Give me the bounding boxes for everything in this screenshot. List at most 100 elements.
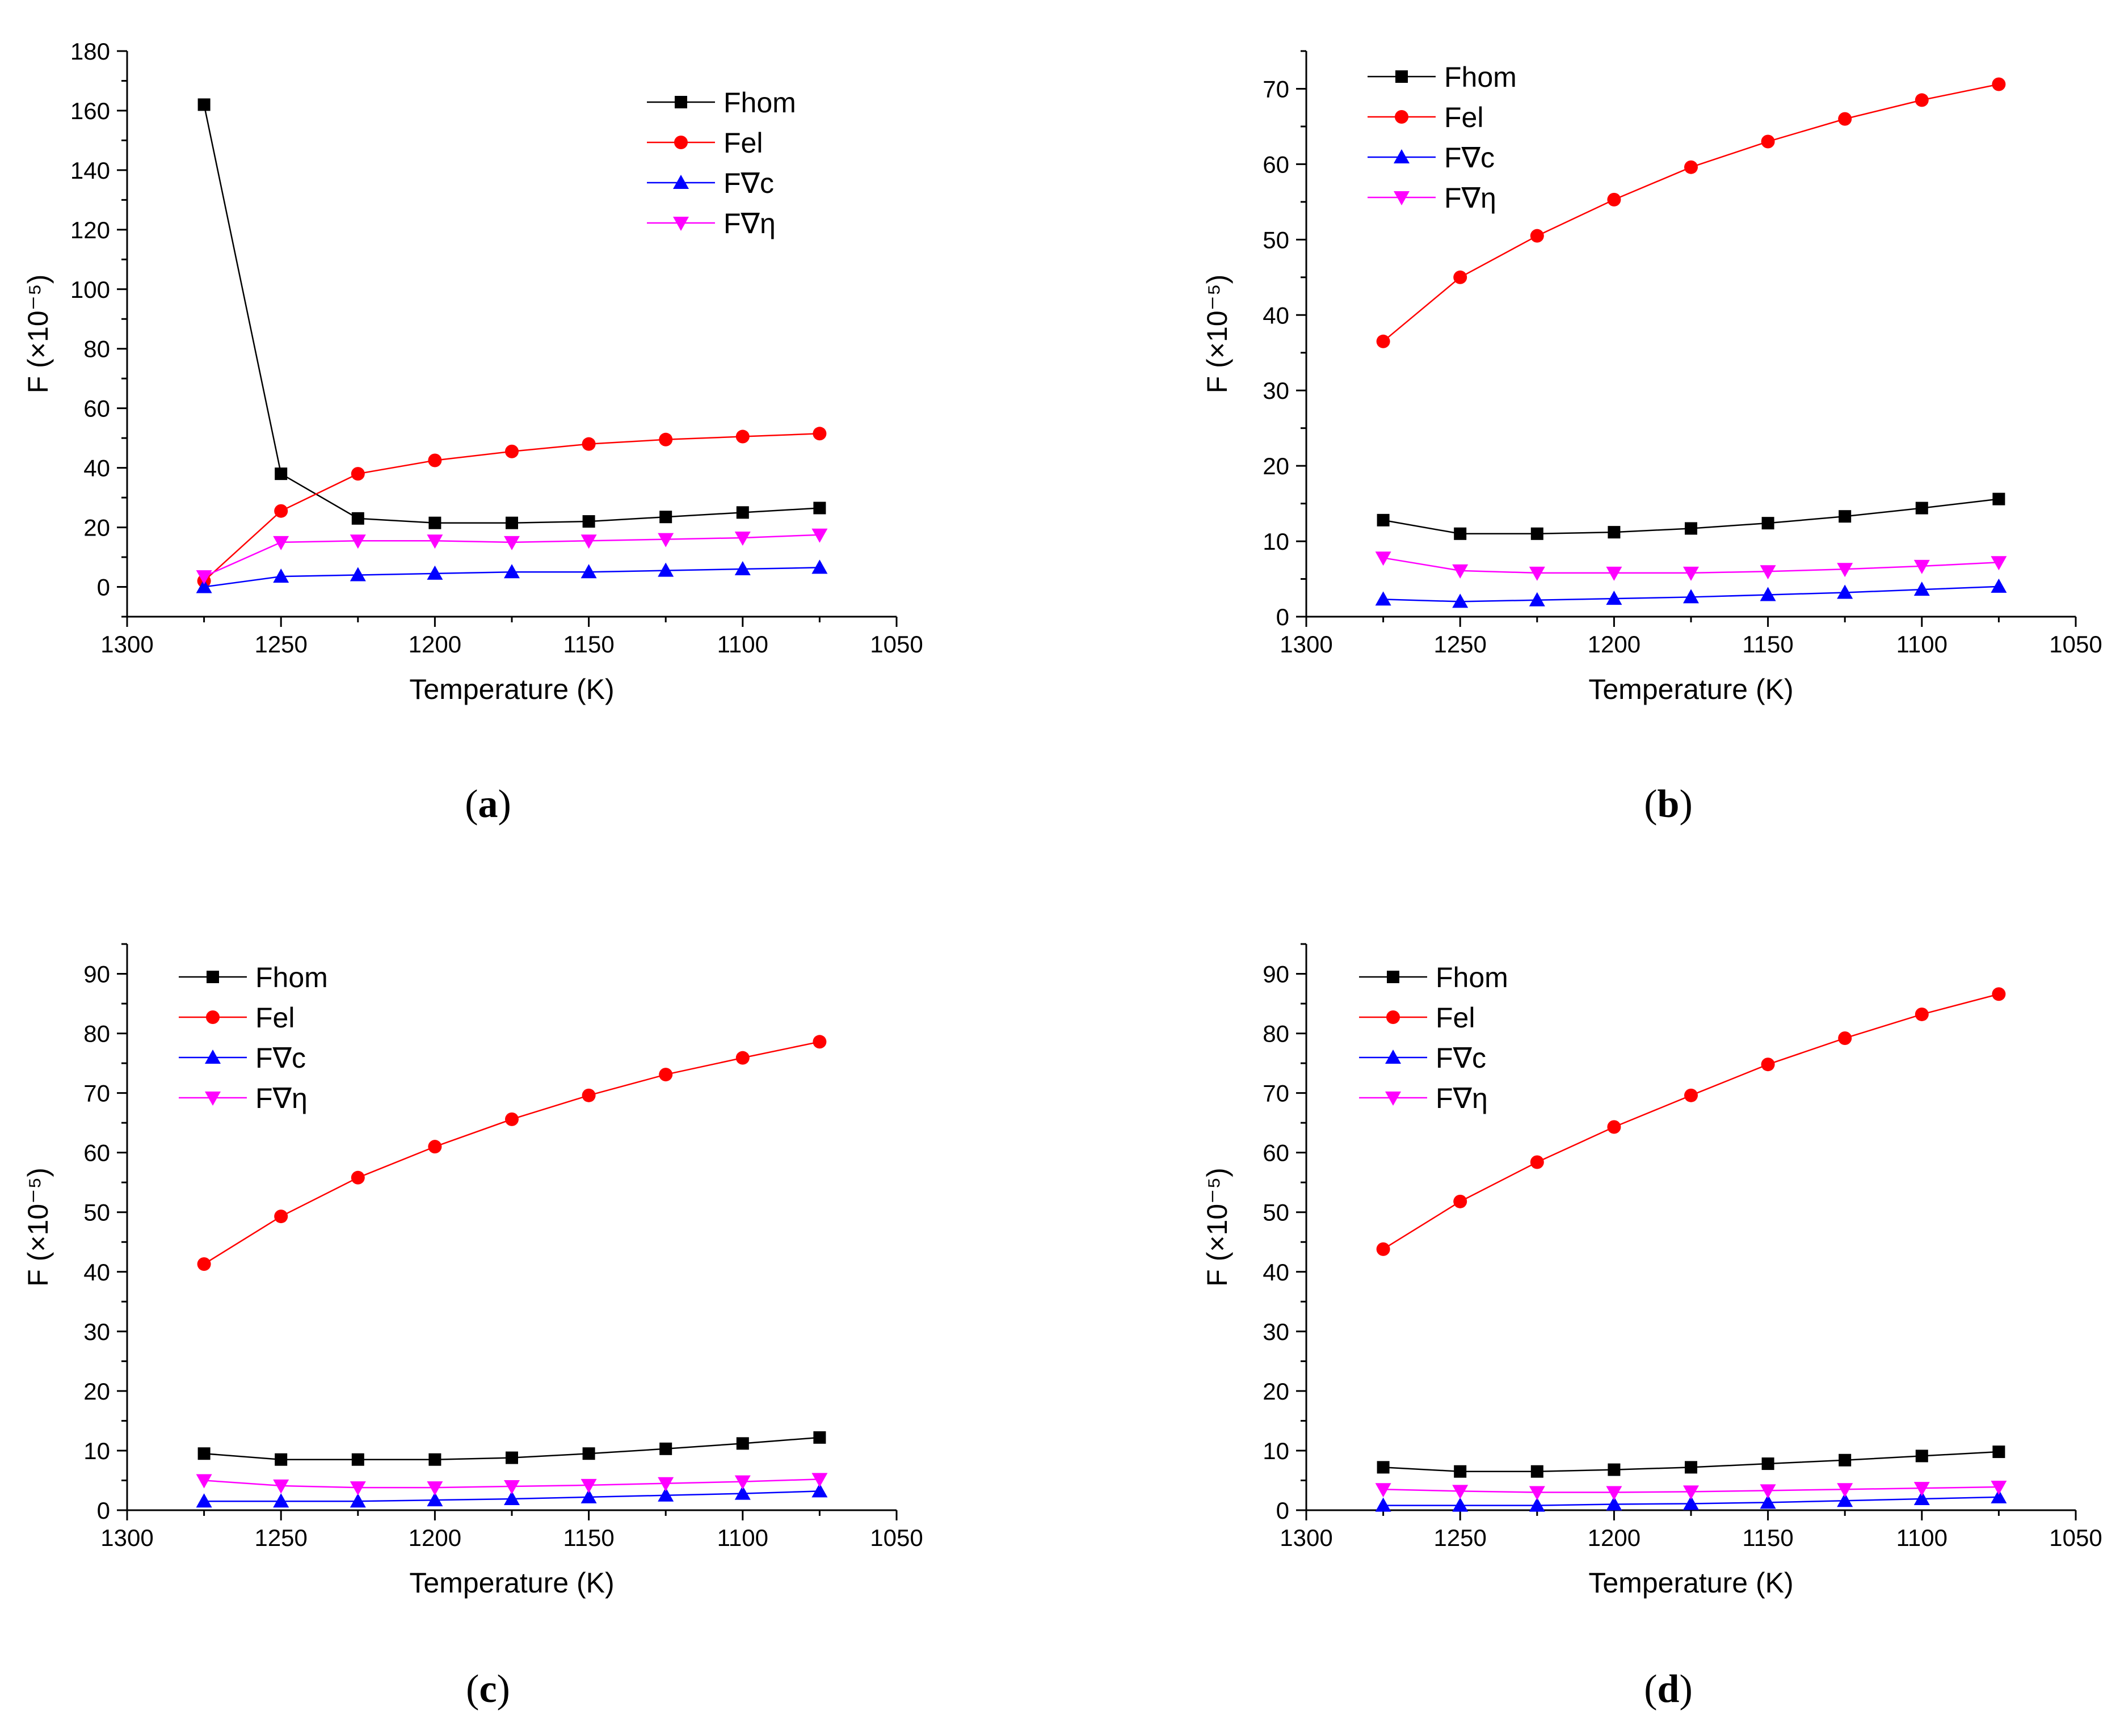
data-point [1530,527,1543,540]
data-point [1452,1497,1469,1512]
data-point [1684,1088,1698,1102]
data-point [1375,1483,1391,1498]
x-tick-label: 1250 [1433,631,1486,658]
legend-marker [1386,1010,1400,1024]
legend-marker [1385,1050,1401,1064]
data-point [1992,492,2005,505]
data-point [659,1442,672,1455]
legend-label: F∇c [724,167,774,199]
data-point [427,565,443,580]
data-point [505,444,519,458]
series-Fel [1376,987,2006,1256]
data-point [1453,1194,1467,1208]
series-F∇c [196,1483,828,1508]
data-point [1375,551,1391,566]
x-tick-label: 1050 [870,1524,923,1551]
x-tick-label: 1050 [2049,1524,2102,1551]
x-axis-title: Temperature (K) [1588,673,1793,705]
data-point [813,1431,826,1444]
legend-marker [205,1092,221,1106]
data-point [505,1112,519,1126]
y-tick-label: 20 [83,515,110,541]
legend-marker [674,136,688,149]
y-tick-label: 60 [1263,1140,1289,1166]
y-axis-title: F (×10⁻⁵) [22,275,54,394]
data-point [658,533,674,547]
data-point [1915,1007,1929,1021]
data-point [1454,1465,1467,1478]
legend-marker [1394,191,1410,205]
x-tick-label: 1200 [1588,631,1641,658]
data-point [1839,1453,1852,1467]
series-Fel [197,427,827,588]
legend-label: Fhom [1444,61,1517,93]
data-point [1991,1489,2007,1503]
data-point [1685,1461,1697,1474]
y-tick-label: 40 [1263,1259,1289,1286]
data-point [813,502,826,515]
data-point [1452,1485,1469,1499]
legend-label: F∇η [255,1082,308,1114]
data-point [735,1051,750,1065]
y-tick-label: 10 [83,1438,110,1464]
y-tick-label: 20 [83,1378,110,1405]
data-point [1376,334,1390,348]
data-point [813,427,827,441]
series-F∇η [196,528,828,585]
data-point [273,1479,289,1494]
data-point [350,1493,366,1508]
data-point [1375,1497,1391,1512]
data-point [1530,1155,1544,1169]
data-point [273,1493,289,1508]
data-point [197,1447,211,1460]
y-tick-label: 30 [1263,377,1289,404]
data-point [1608,526,1621,539]
series-F∇η [196,1473,828,1496]
data-point [1683,589,1699,604]
x-tick-label: 1150 [1742,631,1793,658]
x-axis-title: Temperature (K) [409,673,614,705]
data-point [582,1447,595,1460]
chart-panel-a: 1300 1250 1200 1150 1100 1050 0 20 40 60 80 100 120 1… [22,38,923,826]
data-point [196,1493,212,1508]
x-axis-title: Temperature (K) [409,1567,614,1599]
series-F∇η [1375,1481,2007,1501]
data-point [1760,1484,1776,1499]
data-point [274,504,288,518]
y-axis-title: F (×10⁻⁵) [22,1168,54,1287]
data-point [1452,564,1469,579]
series-Fhom [197,1431,826,1466]
data-point [275,1453,288,1466]
legend-label: F∇η [724,208,776,239]
data-point [1683,566,1699,581]
x-tick-label: 1250 [254,1524,307,1551]
data-point [1377,513,1390,526]
data-point [1376,1242,1390,1256]
data-point [1837,1483,1853,1498]
data-point [506,516,518,529]
legend: Fhom Fel F∇c F∇η [647,87,796,239]
data-point [659,511,672,524]
data-point [582,1088,596,1102]
legend-label: Fel [1444,102,1483,133]
data-point [504,1491,520,1506]
data-point [1452,593,1469,608]
data-point [504,1480,520,1494]
data-point [428,1140,442,1154]
data-point [1837,584,1853,599]
data-point [1913,1482,1930,1497]
data-point [1684,160,1698,174]
series-Fhom [1377,1446,2005,1478]
data-point [1991,578,2007,593]
y-tick-label: 140 [70,157,110,184]
data-point [1992,987,2006,1001]
x-tick-label: 1300 [100,1524,153,1551]
data-point [1685,522,1697,535]
data-point [1529,566,1545,581]
x-tick-label: 1300 [1280,631,1332,658]
data-point [734,1475,751,1490]
data-point [1606,1486,1622,1501]
data-point [504,564,520,579]
data-point [1761,1057,1775,1072]
